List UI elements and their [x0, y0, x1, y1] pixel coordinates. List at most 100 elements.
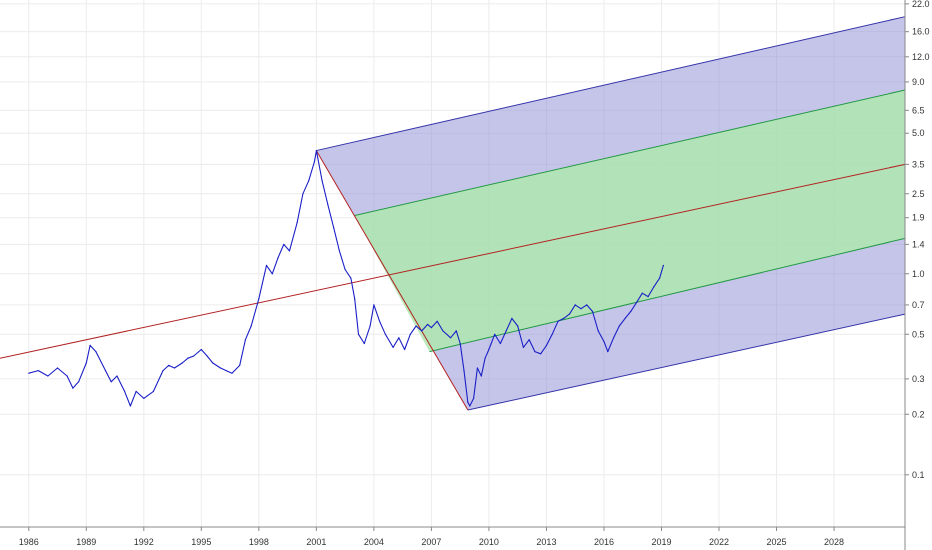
price-point — [528, 339, 530, 341]
axes — [0, 0, 906, 550]
price-point — [66, 375, 68, 377]
price-point — [239, 364, 241, 366]
y-axis-ticks: 22.0 16.0 12.0 9.0 6.5 5.0 3.5 2.5 1.9 1.4 1.0 0.7 0… — [905, 0, 930, 480]
price-point — [557, 320, 559, 322]
price-point — [607, 351, 609, 353]
price-point — [354, 298, 356, 300]
price-point — [152, 390, 154, 392]
price-point — [162, 370, 164, 372]
y-tick-label: 1.0 — [912, 269, 925, 279]
y-tick-label: 5.0 — [912, 128, 925, 138]
price-point — [591, 310, 594, 312]
price-point — [647, 296, 649, 298]
y-tick-label: 0.7 — [912, 300, 925, 310]
price-point — [476, 367, 478, 369]
price-point — [469, 405, 471, 407]
y-tick-label: 12.0 — [912, 52, 930, 62]
channel-lines — [0, 16, 906, 411]
price-point — [181, 362, 183, 364]
price-point — [580, 308, 582, 310]
price-point — [613, 337, 615, 339]
price-point — [455, 330, 457, 332]
price-point — [517, 325, 519, 327]
price-point — [104, 370, 107, 372]
x-tick-label: 2022 — [709, 537, 729, 547]
price-point — [603, 341, 605, 343]
price-point — [350, 277, 352, 279]
x-tick-label: 1992 — [134, 537, 154, 547]
x-tick-label: 1998 — [249, 537, 269, 547]
price-point — [37, 370, 39, 372]
price-point — [659, 277, 661, 279]
price-point — [427, 323, 429, 325]
price-point — [636, 301, 638, 303]
price-point — [135, 390, 137, 392]
price-point — [283, 243, 285, 245]
price-point — [296, 221, 298, 223]
price-point — [344, 268, 346, 271]
pivot-trend-line — [0, 163, 906, 359]
price-point — [357, 333, 360, 335]
x-tick-label: 2013 — [536, 537, 556, 547]
price-point — [225, 370, 227, 372]
price-point — [302, 193, 304, 195]
price-point — [313, 161, 315, 163]
price-point — [373, 304, 375, 306]
price-point — [168, 364, 170, 366]
y-tick-label: 22.0 — [912, 0, 930, 9]
price-point — [586, 304, 588, 306]
y-tick-label: 0.3 — [912, 374, 925, 384]
price-point — [89, 344, 91, 346]
x-tick-label: 2001 — [306, 537, 326, 547]
price-point — [56, 367, 59, 369]
price-point — [442, 330, 444, 332]
price-point — [338, 250, 340, 252]
x-tick-label: 2004 — [364, 537, 384, 547]
price-point — [200, 348, 202, 351]
price-point — [641, 292, 643, 294]
inner-channel-fill — [354, 90, 905, 352]
price-point — [129, 405, 131, 407]
price-point — [511, 317, 513, 319]
price-point — [398, 337, 400, 339]
price-point — [212, 362, 214, 364]
price-point — [327, 204, 329, 206]
price-point — [143, 397, 145, 399]
x-tick-label: 2025 — [767, 537, 787, 547]
x-tick-label: 2007 — [421, 537, 441, 547]
price-point — [244, 339, 246, 341]
outer-upper-line — [316, 16, 906, 152]
y-tick-label: 16.0 — [912, 27, 930, 37]
x-tick-label: 1995 — [191, 537, 211, 547]
price-point — [288, 250, 291, 252]
price-point — [415, 325, 417, 327]
price-point — [110, 381, 112, 383]
price-point — [662, 264, 665, 266]
price-point — [597, 330, 599, 332]
price-point — [315, 150, 317, 152]
price-point — [47, 375, 49, 377]
x-tick-label: 2028 — [824, 537, 844, 547]
price-point — [459, 342, 461, 345]
price-point — [568, 313, 571, 315]
price-point — [206, 355, 208, 357]
price-point — [488, 348, 490, 351]
price-point — [78, 381, 80, 383]
price-point — [277, 257, 279, 259]
median-line — [315, 150, 469, 411]
price-point — [653, 286, 655, 288]
price-point — [499, 342, 501, 345]
price-point — [369, 325, 371, 327]
x-tick-label: 1989 — [76, 537, 96, 547]
price-point — [116, 375, 118, 377]
price-point — [534, 351, 536, 353]
outer-lower-line — [467, 313, 906, 411]
price-point — [72, 387, 74, 389]
price-point — [480, 375, 482, 377]
y-tick-label: 0.1 — [912, 470, 925, 480]
price-point — [618, 325, 620, 327]
y-tick-label: 0.2 — [912, 409, 925, 419]
price-point — [258, 298, 260, 300]
y-tick-label: 2.5 — [912, 189, 925, 199]
